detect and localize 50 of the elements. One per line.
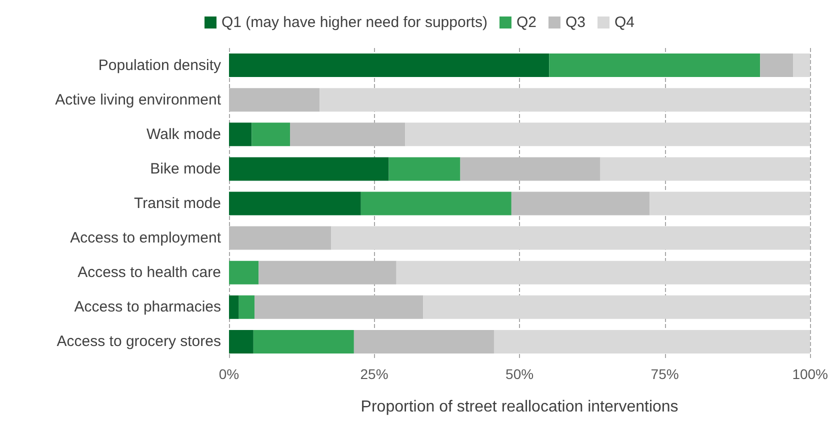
bar (252, 122, 290, 146)
x-tick-label: 75% (650, 366, 679, 382)
bar (254, 295, 424, 319)
bar (253, 330, 354, 354)
y-tick-label: Access to pharmacies (74, 298, 221, 316)
bar (405, 122, 810, 146)
bar (258, 260, 396, 284)
bar (600, 157, 810, 181)
bar (229, 122, 252, 146)
y-tick-label: Walk mode (146, 126, 221, 143)
bar (238, 295, 255, 319)
x-tick-label: 100% (792, 366, 828, 382)
legend-label: Q1 (may have higher need for supports) (222, 14, 488, 31)
bar (229, 157, 389, 181)
legend-label: Q3 (565, 14, 586, 31)
bar (460, 157, 600, 181)
bar (549, 54, 760, 78)
y-tick-label: Bike mode (150, 160, 221, 178)
bar (388, 157, 460, 181)
y-tick-label: Transit mode (134, 195, 221, 212)
bar (360, 192, 512, 216)
bar (494, 330, 810, 354)
y-tick-label: Population density (98, 56, 222, 74)
bar (320, 88, 810, 112)
bar (423, 295, 810, 319)
x-tick-label: 0% (218, 366, 240, 382)
bar (331, 226, 810, 250)
bar (511, 192, 650, 216)
bar (354, 330, 494, 354)
legend-label: Q4 (614, 14, 635, 31)
bar (229, 226, 332, 250)
bar (396, 260, 810, 284)
bar (229, 88, 320, 112)
legend-label: Q2 (516, 14, 536, 31)
y-tick-label: Access to health care (78, 264, 221, 282)
bar (290, 122, 406, 146)
bar (760, 54, 794, 78)
x-tick-label: 25% (360, 366, 388, 382)
y-tick-label: Access to grocery stores (56, 333, 221, 350)
y-tick-label: Access to employment (70, 230, 222, 247)
bar (229, 330, 254, 354)
y-tick-label: Active living environment (55, 91, 222, 108)
x-axis-title: Proportion of street reallocation interventions (360, 398, 678, 416)
bar (229, 295, 239, 319)
bar (793, 54, 810, 78)
bar (229, 54, 550, 78)
bar (229, 192, 361, 216)
bar (650, 192, 810, 216)
bar (229, 260, 259, 284)
x-tick-label: 50% (506, 366, 534, 382)
